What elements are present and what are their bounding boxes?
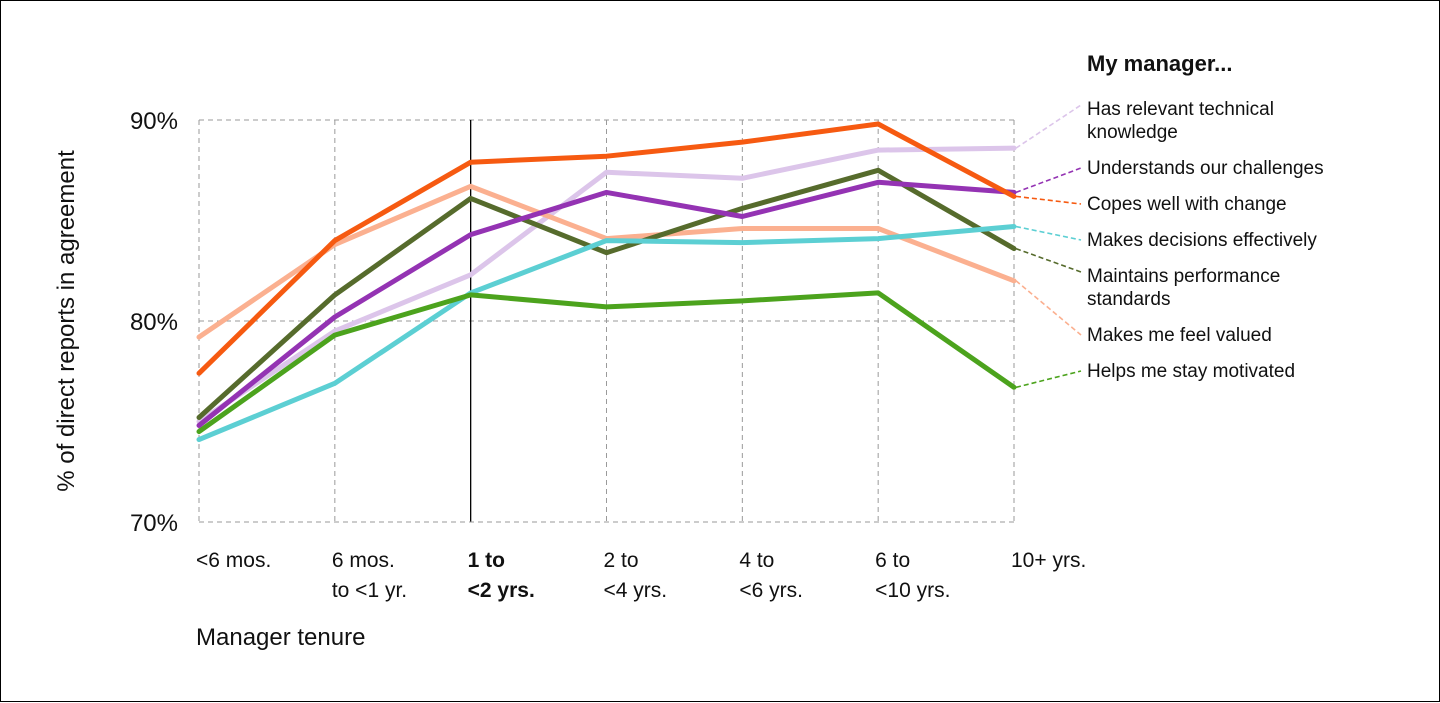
legend-connector-maintains-performance-standards <box>1015 247 1082 273</box>
legend-connector-copes-well-with-change <box>1015 195 1082 205</box>
series-line-helps-me-stay-motivated <box>196 290 1017 435</box>
y-tick-label: 80% <box>130 309 178 336</box>
grid <box>198 119 1015 523</box>
legend-title: My manager... <box>1087 51 1233 76</box>
x-tick-label: 10+ yrs. <box>1011 549 1086 572</box>
legend-connectors <box>1015 104 1082 389</box>
legend-label-has-relevant-technical-knowledge: Has relevant technical knowledge <box>1087 99 1274 143</box>
series-line-maintains-performance-standards <box>196 167 1017 420</box>
x-tick-label: <6 mos. <box>196 549 271 572</box>
y-axis-ticks: 70% 80% 90% <box>130 108 178 537</box>
legend-connector-has-relevant-technical-knowledge <box>1015 104 1082 149</box>
x-axis-ticks: <6 mos. 6 mos. to <1 yr. 1 to <2 yrs. 2 to <4 … <box>196 549 1086 602</box>
x-tick-label: 6 to <10 yrs. <box>875 549 950 602</box>
series-lines <box>196 121 1017 443</box>
x-axis-title: Manager tenure <box>196 624 365 651</box>
legend-label-copes-well-with-change: Copes well with change <box>1087 194 1287 215</box>
y-axis-title: % of direct reports in agreement <box>53 150 80 492</box>
series-line-has-relevant-technical-knowledge <box>196 145 1017 424</box>
series-line-copes-well-with-change <box>196 121 1017 376</box>
legend-connector-helps-me-stay-motivated <box>1015 370 1082 389</box>
legend-label-maintains-performance-standards: Maintains performance standards <box>1087 266 1280 310</box>
y-tick-label: 90% <box>130 108 178 135</box>
legend-label-understands-our-challenges: Understands our challenges <box>1087 158 1324 179</box>
legend-label-helps-me-stay-motivated: Helps me stay motivated <box>1087 361 1295 382</box>
series-line-makes-decisions-effectively <box>196 224 1017 443</box>
series-line-makes-me-feel-valued <box>196 183 1017 340</box>
y-tick-label: 70% <box>130 510 178 537</box>
legend-label-makes-decisions-effectively: Makes decisions effectively <box>1087 230 1317 251</box>
legend-connector-makes-me-feel-valued <box>1015 280 1082 336</box>
x-tick-label: 6 mos. to <1 yr. <box>332 549 407 602</box>
legend-connector-understands-our-challenges <box>1015 167 1082 194</box>
x-tick-label: 2 to <4 yrs. <box>604 549 668 602</box>
legend-connector-makes-decisions-effectively <box>1015 225 1082 241</box>
x-tick-label: 1 to <2 yrs. <box>468 549 535 602</box>
legend: Has relevant technical knowledge Understan… <box>1087 99 1324 382</box>
x-tick-label: 4 to <6 yrs. <box>739 549 803 602</box>
series-line-understands-our-challenges <box>196 179 1017 428</box>
legend-label-makes-me-feel-valued: Makes me feel valued <box>1087 325 1272 346</box>
